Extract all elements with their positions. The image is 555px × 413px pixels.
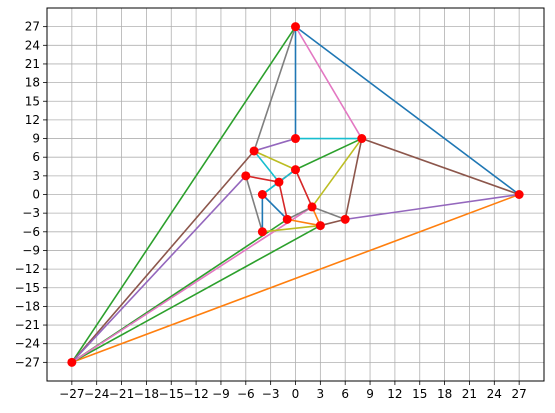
data-point	[241, 171, 251, 181]
data-point	[514, 190, 524, 199]
edge-line	[71, 26, 297, 363]
y-tick-label: 18	[25, 76, 40, 90]
edge-line	[253, 150, 296, 171]
data-point	[291, 22, 300, 32]
edge-line	[245, 175, 280, 183]
y-tick-label: −15	[15, 281, 40, 295]
y-tick-label: −9	[22, 243, 40, 257]
x-tick-label: −18	[134, 387, 159, 401]
x-tick-label: −24	[84, 387, 109, 401]
y-tick-label: 27	[25, 20, 40, 34]
data-point	[257, 227, 267, 237]
data-point	[257, 190, 267, 199]
x-tick-label: −9	[212, 387, 230, 401]
y-tick-label: 0	[32, 188, 40, 202]
edge-line	[253, 137, 296, 152]
y-tick-label: −18	[15, 299, 40, 313]
data-point	[357, 134, 367, 144]
y-tick-label: −21	[15, 318, 40, 332]
x-tick-label: 3	[317, 387, 325, 401]
edge-line	[262, 224, 321, 233]
x-tick-label: 21	[462, 387, 477, 401]
x-tick-label: 0	[292, 387, 300, 401]
x-tick-label: −6	[237, 387, 255, 401]
y-tick-label: 9	[32, 132, 40, 146]
data-point	[249, 146, 259, 156]
y-tick-label: 3	[32, 169, 40, 183]
edge-line	[71, 175, 247, 363]
edge-line	[361, 137, 520, 196]
edge-line	[71, 206, 313, 364]
x-tick-label: 15	[412, 387, 427, 401]
x-tick-label: −15	[159, 387, 184, 401]
edge-line	[344, 138, 363, 220]
edge-line	[311, 138, 363, 208]
edge-line	[295, 26, 520, 196]
edge-line	[261, 193, 288, 220]
y-tick-label: 15	[25, 94, 40, 108]
y-axis-ticks: −27 −24 −21 −18 −15 −12 −9 −6 −3 0 3 6 9 12 15 18 21 24 27	[15, 20, 47, 369]
edge-line	[294, 169, 313, 208]
edges	[71, 26, 520, 364]
x-tick-label: 27	[512, 387, 527, 401]
edge-line	[345, 193, 520, 221]
y-tick-label: 24	[25, 38, 40, 52]
data-point	[315, 221, 325, 231]
y-tick-label: −24	[15, 337, 40, 351]
x-tick-label: 12	[387, 387, 402, 401]
data-point	[67, 357, 77, 367]
x-tick-label: 6	[341, 387, 349, 401]
x-tick-label: −27	[59, 387, 84, 401]
data-point	[340, 214, 350, 224]
y-tick-label: −3	[22, 206, 40, 220]
data-point	[282, 214, 292, 224]
x-tick-label: 18	[437, 387, 452, 401]
y-tick-label: −6	[22, 225, 40, 239]
edge-line	[294, 26, 363, 139]
edge-line	[71, 193, 520, 364]
grid	[47, 8, 544, 381]
edge-line	[295, 137, 363, 171]
x-axis-ticks: −27 −24 −21 −18 −15 −12 −9 −6 −3 0 3 6 9 12 15 18 21 24 27	[59, 381, 527, 401]
edge-line	[278, 181, 288, 220]
x-tick-label: 24	[487, 387, 502, 401]
x-tick-label: 9	[366, 387, 374, 401]
edge-line	[245, 175, 264, 233]
y-tick-label: 6	[32, 150, 40, 164]
edge-line	[71, 150, 255, 363]
edge-line	[286, 206, 313, 221]
y-tick-label: 12	[25, 113, 40, 127]
y-tick-label: 21	[25, 57, 40, 71]
edge-line	[287, 218, 321, 227]
edge-line	[253, 26, 297, 152]
y-tick-label: −27	[15, 355, 40, 369]
data-point	[291, 165, 300, 175]
x-tick-label: −21	[109, 387, 134, 401]
x-tick-label: −12	[183, 387, 208, 401]
edge-line	[253, 150, 280, 183]
y-tick-label: −12	[15, 262, 40, 276]
edge-line	[311, 206, 346, 221]
edge-line	[71, 224, 321, 364]
nodes	[67, 22, 524, 367]
data-point	[307, 202, 317, 212]
data-point	[274, 177, 284, 187]
x-tick-label: −3	[262, 387, 280, 401]
data-point	[291, 134, 300, 144]
